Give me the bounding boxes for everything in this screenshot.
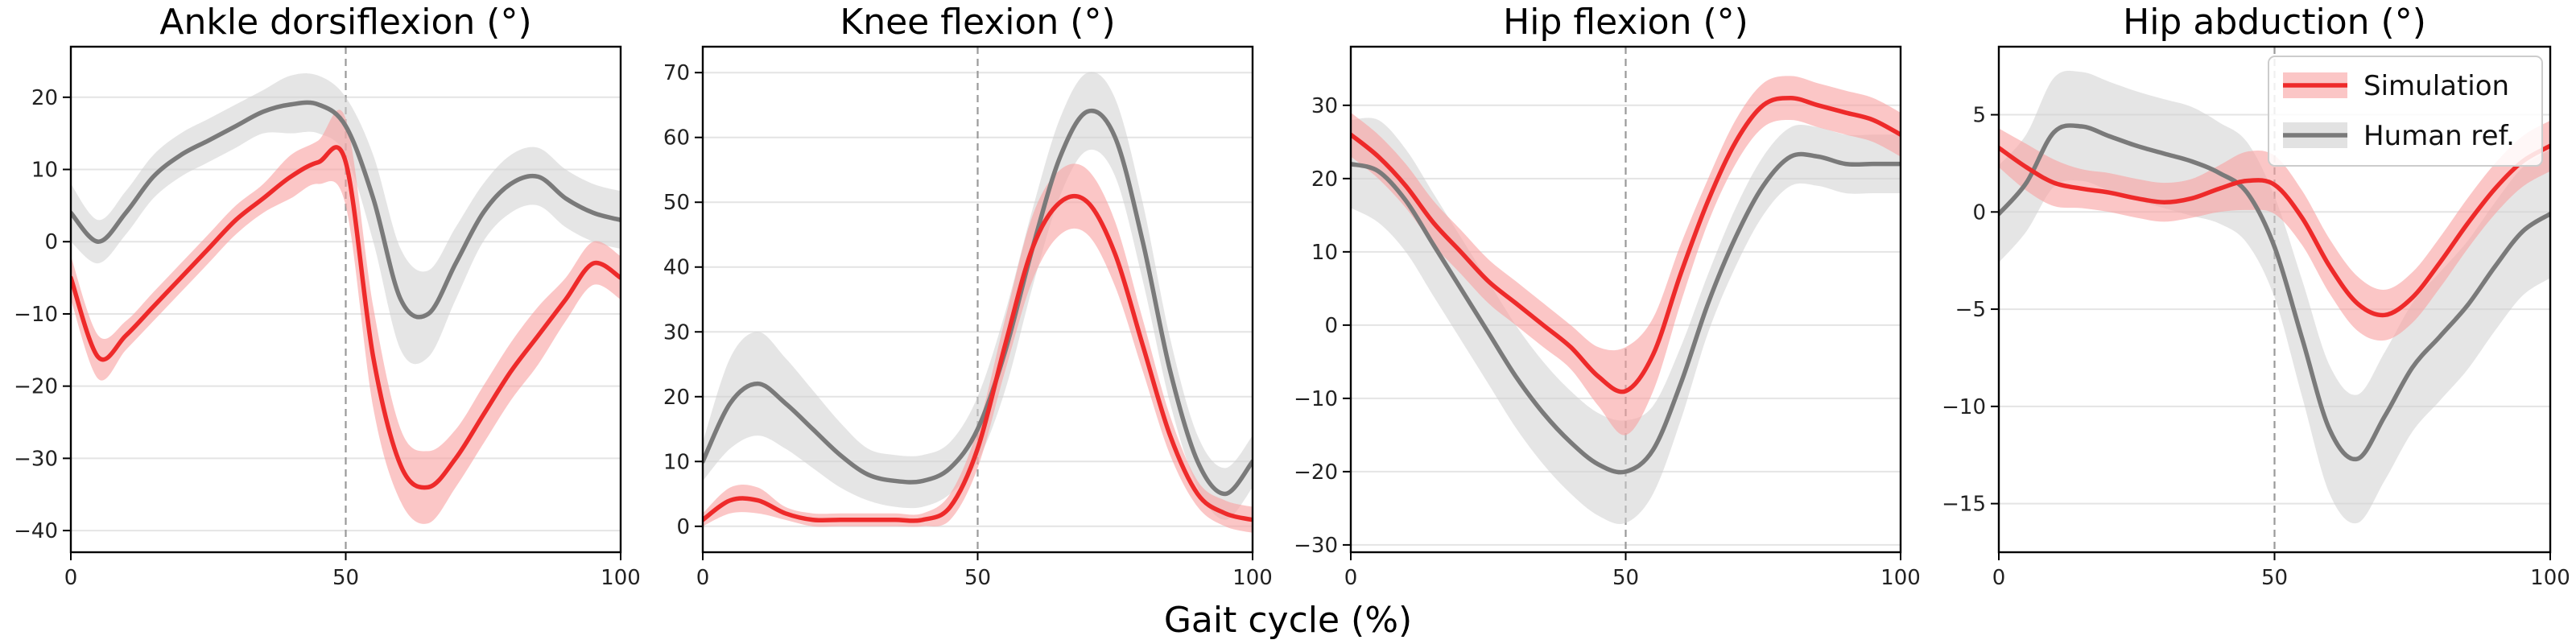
x-tick-label: 50 (964, 566, 991, 590)
y-tick-label: 20 (663, 386, 690, 410)
x-tick-label: 0 (1992, 566, 2006, 590)
panel-3: −30 −20 −10 0 10 20 30 0 50 100 Hip flexion (°) (1294, 2, 1921, 590)
x-tick-label: 100 (2530, 566, 2570, 590)
y-tick-label: −10 (1294, 387, 1338, 411)
legend: Simulation Human ref. (2268, 56, 2543, 167)
y-tick-label: 0 (44, 230, 58, 254)
y-tick-label: 5 (1972, 104, 1986, 128)
y-tick-label: −20 (14, 375, 58, 399)
band-human-ref (1351, 118, 1901, 524)
y-tick-label: 20 (31, 86, 58, 110)
x-tick-label: 0 (64, 566, 78, 590)
y-tick-label: 40 (663, 256, 690, 280)
y-tick-label: −30 (1294, 534, 1338, 558)
x-tick-label: 50 (2261, 566, 2288, 590)
figure-xlabel: Gait cycle (%) (1164, 600, 1412, 641)
panel-title: Knee flexion (°) (840, 2, 1115, 43)
y-tick-label: 30 (1311, 94, 1338, 118)
y-tick-label: 20 (1311, 167, 1338, 192)
band-simulation (1999, 120, 2550, 341)
panel-1: −40 −30 −20 −10 0 10 20 0 50 100 Ankle dorsiflexio… (14, 2, 641, 590)
y-tick-label: 50 (663, 191, 690, 215)
y-tick-label: 70 (663, 61, 690, 85)
y-tick-label: 10 (663, 450, 690, 474)
x-tick-label: 50 (1612, 566, 1639, 590)
y-tick-label: −5 (1955, 298, 1986, 322)
y-tick-label: −20 (1294, 460, 1338, 485)
y-tick-label: 0 (1972, 200, 1986, 225)
x-tick-label: 0 (696, 566, 710, 590)
y-tick-label: −10 (14, 303, 58, 327)
y-tick-label: 0 (676, 515, 690, 539)
band-simulation (71, 109, 621, 524)
y-tick-label: −10 (1942, 395, 1986, 419)
x-tick-label: 0 (1344, 566, 1358, 590)
band-human-ref (71, 73, 621, 365)
y-tick-label: 10 (1311, 241, 1338, 265)
series-line-human-ref (1351, 151, 1901, 475)
y-tick-label: −40 (14, 519, 58, 543)
panel-title: Ankle dorsiflexion (°) (159, 2, 531, 43)
x-tick-label: 50 (332, 566, 359, 590)
y-tick-label: −15 (1942, 493, 1986, 517)
series-line-simulation (1351, 95, 1901, 394)
legend-label: Simulation (2363, 70, 2509, 102)
y-tick-label: 30 (663, 320, 690, 345)
series-line-simulation (1999, 143, 2550, 318)
x-tick-label: 100 (1232, 566, 1273, 590)
legend-label: Human ref. (2363, 120, 2515, 152)
y-tick-label: 0 (1324, 314, 1338, 338)
panel-title: Hip flexion (°) (1503, 2, 1748, 43)
x-tick-label: 100 (1880, 566, 1921, 590)
series-line-simulation (71, 145, 621, 490)
series-line-human-ref (71, 100, 621, 320)
y-tick-label: 10 (31, 159, 58, 183)
series-line-human-ref (1999, 123, 2550, 462)
y-tick-label: 60 (663, 126, 690, 151)
panel-title: Hip abduction (°) (2123, 2, 2426, 43)
x-tick-label: 100 (601, 566, 641, 590)
y-tick-label: −30 (14, 447, 58, 471)
series-line-simulation (703, 193, 1253, 523)
panel-2: 0 10 20 30 40 50 60 70 0 50 100 Knee flexion (°) (663, 2, 1273, 590)
